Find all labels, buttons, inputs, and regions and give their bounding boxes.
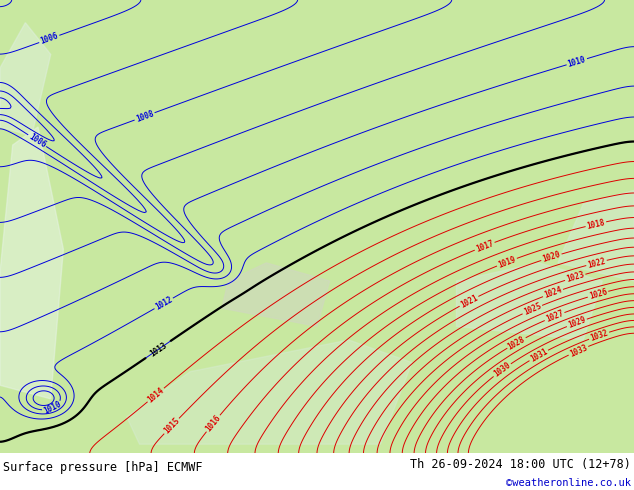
Polygon shape	[558, 191, 634, 281]
Text: 1027: 1027	[544, 309, 565, 324]
Text: 1015: 1015	[162, 416, 181, 436]
Polygon shape	[0, 0, 634, 453]
Text: 1021: 1021	[458, 293, 479, 310]
Text: 1010: 1010	[567, 55, 587, 69]
Text: 1016: 1016	[204, 414, 223, 434]
Text: 1028: 1028	[506, 334, 527, 351]
Text: 1033: 1033	[568, 343, 588, 359]
Text: 1022: 1022	[586, 256, 607, 270]
Text: 1018: 1018	[586, 218, 606, 231]
Text: 1008: 1008	[134, 109, 155, 124]
Text: 1006: 1006	[27, 132, 48, 149]
Text: 1010: 1010	[42, 400, 63, 416]
Polygon shape	[127, 340, 412, 444]
Polygon shape	[0, 127, 63, 399]
Polygon shape	[222, 263, 330, 326]
Text: 1032: 1032	[589, 328, 609, 343]
Text: 1017: 1017	[474, 239, 495, 254]
Text: 1029: 1029	[567, 315, 587, 330]
Text: 1030: 1030	[492, 361, 512, 379]
Text: 1012: 1012	[153, 295, 174, 312]
Text: Th 26-09-2024 18:00 UTC (12+78): Th 26-09-2024 18:00 UTC (12+78)	[410, 458, 631, 471]
Text: 1026: 1026	[588, 287, 608, 301]
Text: 1031: 1031	[528, 347, 549, 364]
Polygon shape	[0, 23, 51, 136]
Text: 1014: 1014	[146, 386, 165, 404]
Text: 1019: 1019	[496, 255, 517, 270]
Text: 1013: 1013	[148, 341, 168, 359]
Text: Surface pressure [hPa] ECMWF: Surface pressure [hPa] ECMWF	[3, 462, 203, 474]
Text: 1024: 1024	[543, 286, 563, 300]
Polygon shape	[456, 263, 602, 340]
Text: 1020: 1020	[541, 250, 562, 264]
Text: 1025: 1025	[522, 302, 543, 318]
Text: 1023: 1023	[565, 270, 585, 284]
Text: ©weatheronline.co.uk: ©weatheronline.co.uk	[506, 478, 631, 488]
Text: 1006: 1006	[39, 31, 60, 46]
